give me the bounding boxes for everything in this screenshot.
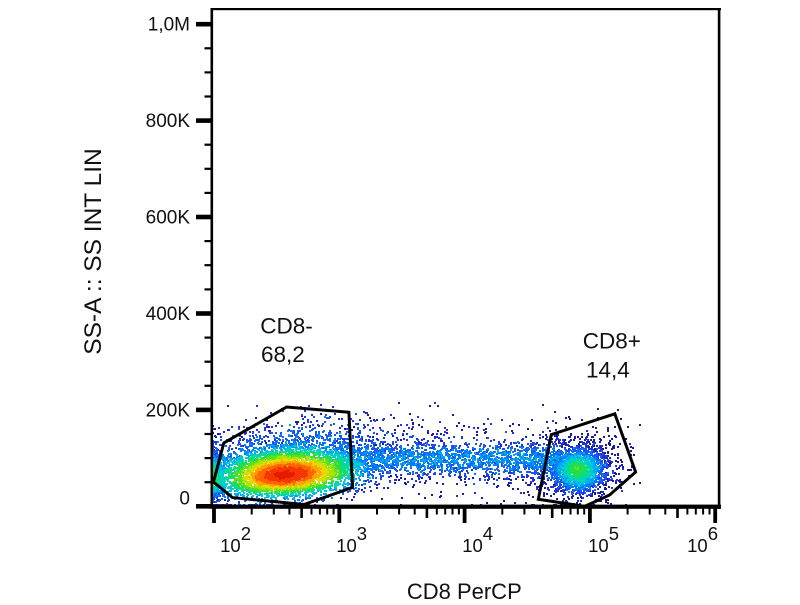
svg-text:3: 3 [357,523,367,544]
svg-text:400K: 400K [146,304,191,325]
svg-text:10: 10 [220,535,241,556]
svg-text:200K: 200K [146,400,191,421]
svg-text:6: 6 [708,523,718,544]
svg-text:5: 5 [609,523,619,544]
svg-text:CD8-: CD8- [260,314,313,339]
svg-text:CD8+: CD8+ [583,329,641,354]
svg-text:10: 10 [336,535,357,556]
svg-text:10: 10 [687,535,708,556]
svg-text:14,4: 14,4 [586,357,630,382]
svg-text:1,0M: 1,0M [148,15,190,36]
svg-text:10: 10 [588,535,609,556]
svg-text:800K: 800K [146,111,191,132]
svg-text:SS-A :: SS INT LIN: SS-A :: SS INT LIN [80,148,107,355]
svg-text:10: 10 [462,535,483,556]
svg-text:68,2: 68,2 [261,342,305,367]
svg-text:600K: 600K [146,208,191,229]
svg-text:0: 0 [179,489,190,510]
svg-text:4: 4 [483,523,493,544]
svg-text:2: 2 [241,523,251,544]
svg-text:CD8 PerCP: CD8 PerCP [407,579,522,600]
